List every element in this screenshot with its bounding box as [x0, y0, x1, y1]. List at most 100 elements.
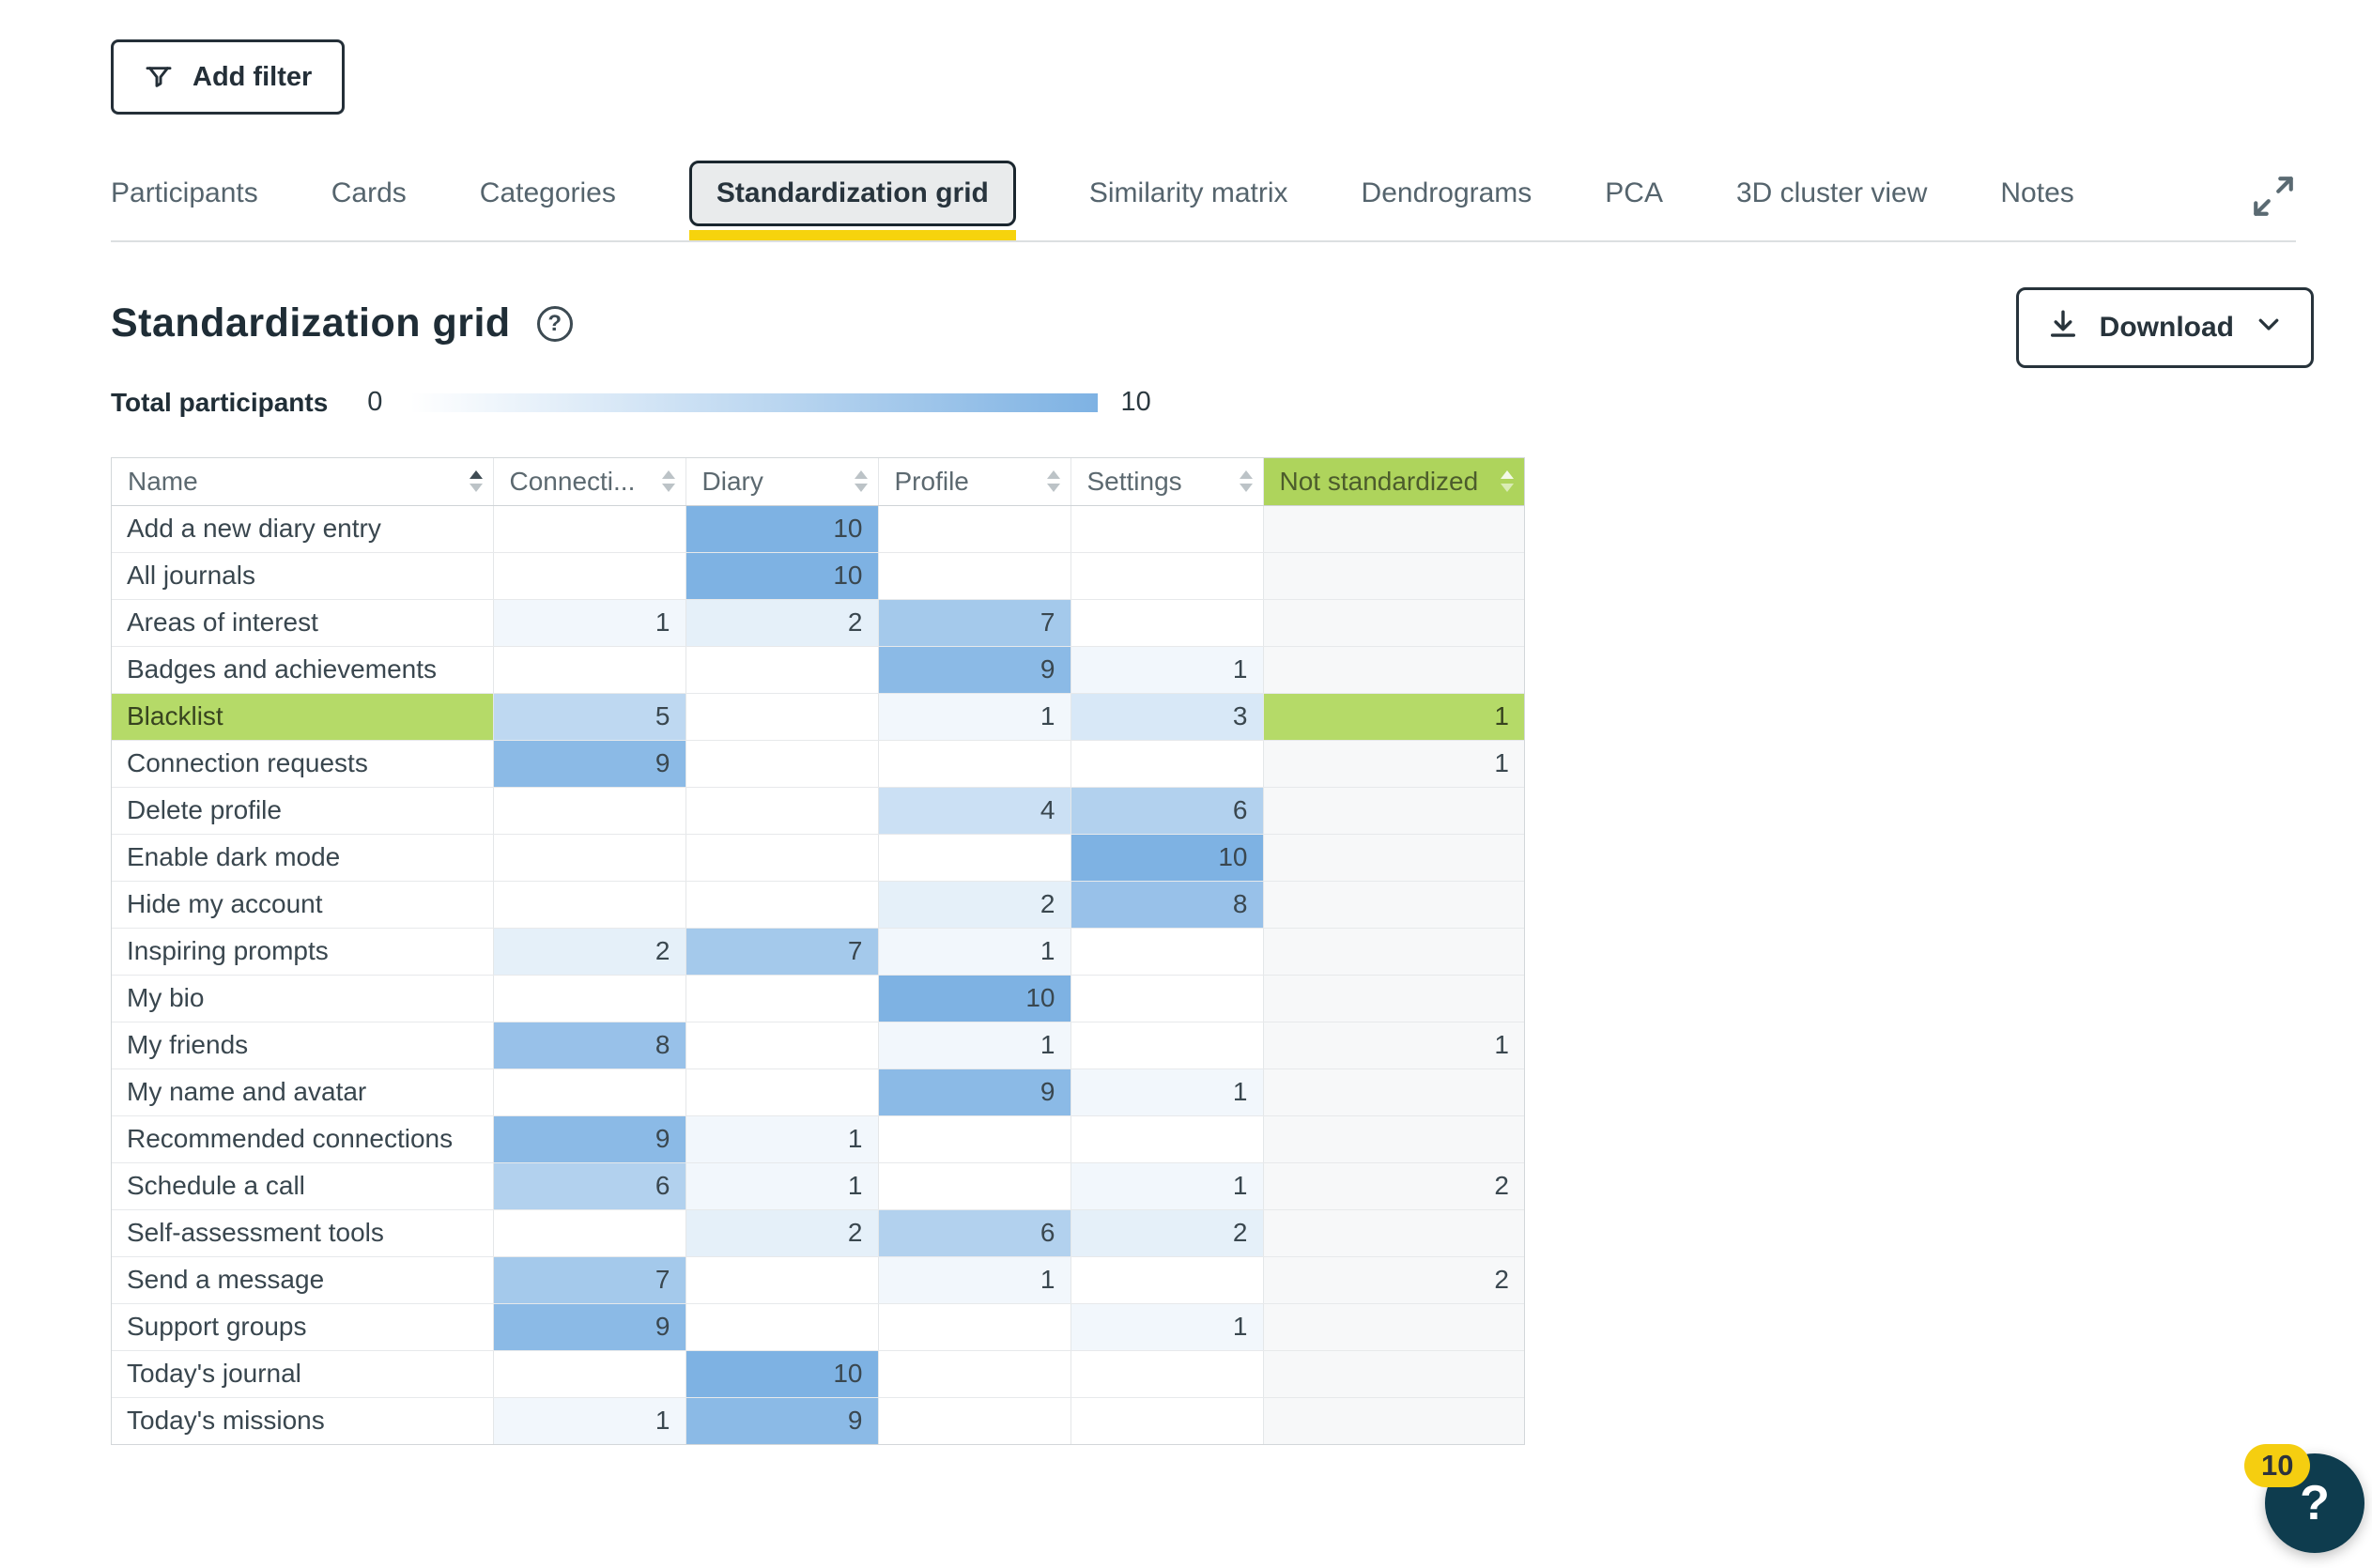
grid-cell: 1: [493, 599, 686, 647]
row-name-cell[interactable]: My name and avatar: [112, 1068, 494, 1116]
table-row: Add a new diary entry 10: [112, 505, 1524, 553]
grid-cell: 1: [1263, 1022, 1524, 1069]
column-header-connecti[interactable]: Connecti...: [493, 458, 686, 506]
help-widget: 10 ?: [2244, 1444, 2364, 1553]
grid-cell: [1070, 552, 1264, 600]
grid-cell: 9: [493, 1115, 686, 1163]
table-row: Badges and achievements 9 1: [112, 646, 1524, 694]
grid-cell: 9: [878, 1068, 1071, 1116]
grid-cell: [685, 834, 879, 882]
grid-cell: [493, 1068, 686, 1116]
tab-cards[interactable]: Cards: [331, 177, 407, 208]
row-name-cell[interactable]: My friends: [112, 1022, 494, 1069]
tab-standardization-grid[interactable]: Standardization grid: [688, 161, 1016, 240]
grid-cell: 10: [685, 505, 879, 553]
grid-cell: 4: [878, 787, 1071, 835]
standardization-grid-table: Name Connecti... Diary Profile Settings Not s…: [112, 458, 1524, 1444]
grid-cell: 1: [878, 1256, 1071, 1304]
grid-cell: [685, 1303, 879, 1351]
grid-cell: 10: [685, 552, 879, 600]
grid-cell: 7: [878, 599, 1071, 647]
add-filter-button[interactable]: Add filter: [111, 39, 346, 115]
table-row: Recommended connections 9 1: [112, 1115, 1524, 1163]
grid-cell: 2: [1263, 1256, 1524, 1304]
grid-cell: [1070, 1397, 1264, 1444]
download-button[interactable]: Download: [2015, 287, 2314, 368]
row-name-cell[interactable]: Enable dark mode: [112, 834, 494, 882]
grid-cell: [493, 975, 686, 1022]
grid-cell: [1263, 1068, 1524, 1116]
row-name-cell[interactable]: Connection requests: [112, 740, 494, 788]
sort-arrows-icon: [1239, 470, 1253, 493]
row-name-cell[interactable]: Schedule a call: [112, 1162, 494, 1210]
grid-cell: 1: [878, 1022, 1071, 1069]
row-name-cell[interactable]: My bio: [112, 975, 494, 1022]
table-row: Schedule a call 6 1 1 2: [112, 1162, 1524, 1210]
row-name-cell[interactable]: Today's journal: [112, 1350, 494, 1398]
row-name-cell[interactable]: Areas of interest: [112, 599, 494, 647]
participants-gradient-scale: [410, 392, 1099, 412]
row-name-cell[interactable]: Inspiring prompts: [112, 928, 494, 976]
tab-3d-cluster-view[interactable]: 3D cluster view: [1735, 177, 1928, 208]
download-icon: [2047, 308, 2079, 347]
grid-cell: [1263, 1209, 1524, 1257]
row-name-cell[interactable]: Hide my account: [112, 881, 494, 929]
row-name-cell[interactable]: All journals: [112, 552, 494, 600]
row-name-cell[interactable]: Support groups: [112, 1303, 494, 1351]
tab-participants[interactable]: Participants: [111, 177, 258, 208]
fullscreen-expand-button[interactable]: [2250, 173, 2297, 220]
table-row: My name and avatar 9 1: [112, 1068, 1524, 1116]
grid-cell: [1263, 928, 1524, 976]
table-row: My friends 8 1 1: [112, 1022, 1524, 1069]
grid-cell: [1070, 1115, 1264, 1163]
tab-categories[interactable]: Categories: [479, 177, 616, 208]
grid-cell: [1070, 505, 1264, 553]
table-row: Self-assessment tools 2 6 2: [112, 1209, 1524, 1257]
grid-cell: [1070, 975, 1264, 1022]
row-name-cell[interactable]: Send a message: [112, 1256, 494, 1304]
page-title: Standardization grid: [111, 300, 511, 346]
grid-cell: 10: [878, 975, 1071, 1022]
grid-cell: 1: [878, 928, 1071, 976]
grid-header-row: Name Connecti... Diary Profile Settings Not s…: [112, 458, 1524, 506]
sort-arrows-icon: [854, 470, 868, 493]
grid-cell: [493, 1209, 686, 1257]
grid-cell: [685, 646, 879, 694]
column-header-settings[interactable]: Settings: [1070, 458, 1264, 506]
row-name-cell[interactable]: Add a new diary entry: [112, 505, 494, 553]
grid-cell: [1263, 1303, 1524, 1351]
grid-cell: [493, 787, 686, 835]
grid-cell: 1: [1070, 1162, 1264, 1210]
row-name-cell[interactable]: Today's missions: [112, 1397, 494, 1444]
row-name-cell[interactable]: Blacklist: [112, 693, 494, 741]
grid-cell: [878, 552, 1071, 600]
legend-label: Total participants: [111, 387, 329, 417]
help-button[interactable]: ?: [2265, 1453, 2364, 1553]
row-name-cell[interactable]: Badges and achievements: [112, 646, 494, 694]
grid-cell: [685, 740, 879, 788]
table-row: Enable dark mode 10: [112, 834, 1524, 882]
row-name-cell[interactable]: Self-assessment tools: [112, 1209, 494, 1257]
tab-notes[interactable]: Notes: [2000, 177, 2074, 208]
grid-cell: [1070, 740, 1264, 788]
table-row: My bio 10: [112, 975, 1524, 1022]
column-header-label: Profile: [894, 466, 969, 496]
grid-cell: 7: [493, 1256, 686, 1304]
tab-similarity-matrix[interactable]: Similarity matrix: [1088, 177, 1288, 208]
grid-cell: [878, 1162, 1071, 1210]
tab-pca[interactable]: PCA: [1605, 177, 1663, 208]
grid-cell: [493, 552, 686, 600]
column-header-profile[interactable]: Profile: [878, 458, 1071, 506]
title-help-icon[interactable]: ?: [536, 305, 573, 342]
row-name-cell[interactable]: Delete profile: [112, 787, 494, 835]
grid-cell: [878, 834, 1071, 882]
grid-cell: [1070, 1256, 1264, 1304]
grid-cell: [1263, 505, 1524, 553]
tab-dendrograms[interactable]: Dendrograms: [1361, 177, 1533, 208]
row-name-cell[interactable]: Recommended connections: [112, 1115, 494, 1163]
column-header-diary[interactable]: Diary: [685, 458, 879, 506]
column-header-label: Diary: [701, 466, 763, 496]
column-header-name[interactable]: Name: [112, 458, 494, 506]
column-header-not-standardized[interactable]: Not standardized: [1263, 458, 1524, 506]
add-filter-label: Add filter: [193, 61, 313, 92]
